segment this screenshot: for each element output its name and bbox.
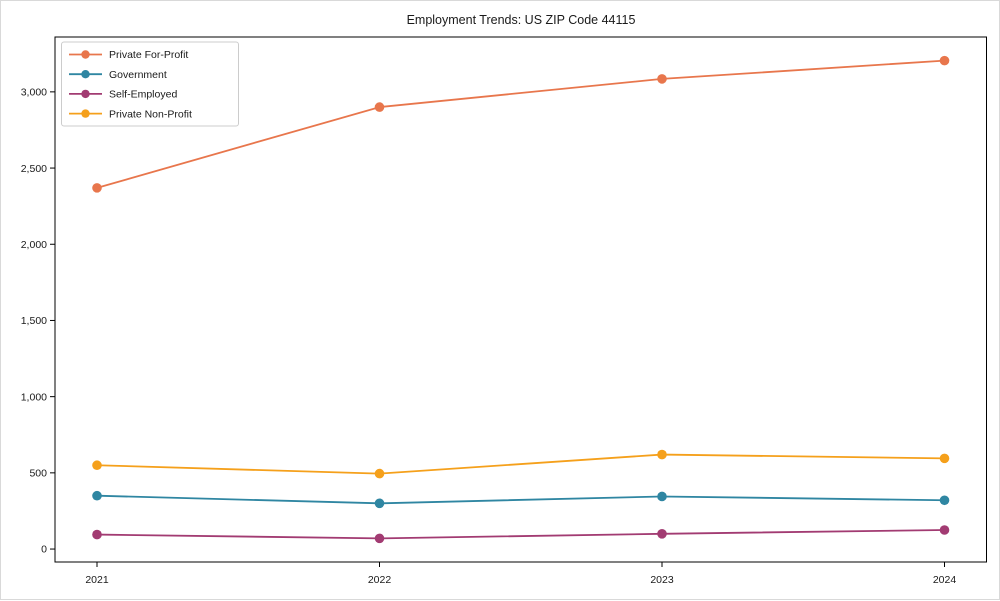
- data-point-private-non-profit: [374, 468, 385, 479]
- legend-item-government: Government: [69, 69, 167, 81]
- data-point-self-employed: [939, 525, 950, 535]
- data-point-self-employed: [657, 529, 667, 539]
- data-point-private-non-profit: [92, 460, 102, 471]
- data-point-private-non-profit: [939, 453, 950, 464]
- legend-item-self-employed: Self-Employed: [69, 89, 177, 101]
- legend-marker-icon: [81, 109, 90, 118]
- legend-label: Private Non-Profit: [109, 108, 192, 120]
- data-point-private-for-profit: [374, 102, 385, 112]
- series-line-self-employed: [96, 529, 945, 540]
- data-point-government: [374, 498, 385, 509]
- y-tick-label: 2,500: [21, 163, 47, 175]
- x-tick-label: 2023: [650, 574, 674, 586]
- data-point-government: [939, 495, 950, 506]
- series-line-private-for-profit: [96, 59, 945, 189]
- data-point-private-for-profit: [92, 183, 102, 193]
- x-tick-label: 2021: [85, 574, 109, 586]
- legend-label: Private For-Profit: [109, 49, 188, 61]
- y-tick-label: 3,000: [21, 87, 47, 99]
- legend-label: Government: [109, 69, 167, 81]
- y-tick-label: 500: [29, 468, 47, 480]
- chart-title: Employment Trends: US ZIP Code 44115: [407, 13, 636, 27]
- x-tick-label: 2024: [933, 574, 957, 586]
- y-tick-label: 2,000: [21, 239, 47, 251]
- data-point-self-employed: [92, 529, 102, 540]
- x-tick-label: 2022: [368, 574, 392, 586]
- y-tick-label: 1,500: [21, 315, 47, 327]
- legend-marker-icon: [81, 50, 90, 59]
- y-tick-label: 1,000: [21, 391, 47, 403]
- y-tick-label: 0: [41, 544, 47, 556]
- legend-item-private-non-profit: Private Non-Profit: [69, 108, 192, 120]
- axes-frame: [54, 36, 987, 563]
- data-point-private-non-profit: [657, 449, 667, 460]
- legend-box: [61, 41, 239, 127]
- legend-marker-icon: [81, 89, 90, 99]
- data-point-government: [657, 491, 667, 502]
- data-point-government: [92, 490, 102, 501]
- series-line-government: [96, 494, 945, 505]
- legend-item-private-for-profit: Private For-Profit: [69, 49, 188, 61]
- legend: Private For-Profit Government Self-Employe…: [61, 41, 239, 127]
- data-point-self-employed: [374, 533, 385, 544]
- series-line-private-non-profit: [96, 453, 945, 475]
- legend-marker-icon: [81, 70, 90, 79]
- data-point-private-for-profit: [657, 74, 667, 84]
- data-point-private-for-profit: [939, 55, 950, 66]
- legend-label: Self-Employed: [109, 89, 177, 101]
